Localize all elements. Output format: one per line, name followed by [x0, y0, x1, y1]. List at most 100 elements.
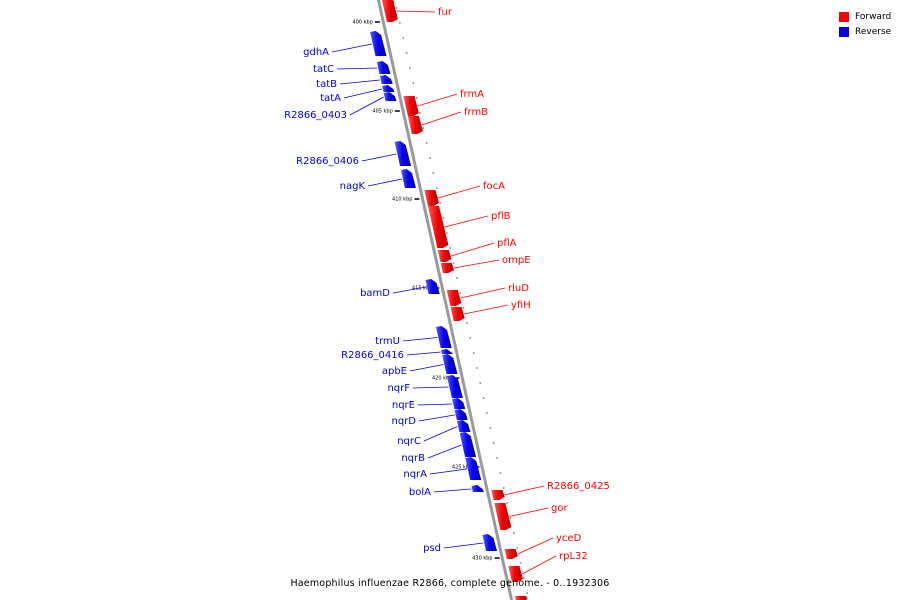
gene-label-tatC[interactable]: tatC	[313, 64, 334, 75]
gene-arrow[interactable]	[403, 96, 419, 116]
gene-arrow[interactable]	[424, 190, 440, 206]
gene-arrow[interactable]	[394, 141, 412, 166]
gene-arrow[interactable]	[454, 409, 468, 420]
gene-arrow[interactable]	[494, 503, 512, 530]
gene-arrow[interactable]	[482, 534, 498, 551]
gene-label-rpL32[interactable]: rpL32	[559, 551, 588, 562]
gene-arrow[interactable]	[440, 263, 454, 273]
gene-block-nqrE[interactable]	[452, 398, 466, 409]
gene-arrow[interactable]	[504, 549, 518, 559]
gene-block-R2866_0425[interactable]	[491, 490, 505, 500]
gene-block-pflB[interactable]	[428, 206, 449, 248]
gene-label-gdhA[interactable]: gdhA	[303, 47, 329, 58]
gene-label-tatB[interactable]: tatB	[316, 79, 337, 90]
gene-label-trmU[interactable]: trmU	[375, 336, 400, 347]
gene-arrow[interactable]	[459, 432, 477, 457]
gene-block-nqrB[interactable]	[459, 432, 477, 457]
gene-arrow[interactable]	[400, 169, 416, 188]
gene-block-R2866_0406[interactable]	[394, 141, 412, 166]
gene-label-pflB[interactable]: pflB	[491, 211, 511, 222]
gene-label-focA[interactable]: focA	[483, 181, 505, 192]
gene-block-nqrA[interactable]	[465, 457, 482, 480]
gene-label-ompE[interactable]: ompE	[502, 255, 531, 266]
gene-label-R2866_0403[interactable]: R2866_0403	[284, 110, 347, 121]
gene-block-psd[interactable]	[482, 534, 498, 551]
gene-label-nqrA[interactable]: nqrA	[403, 469, 427, 480]
gene-arrow[interactable]	[370, 31, 387, 56]
gene-label-pflA[interactable]: pflA	[497, 238, 517, 249]
gene-block-trmU[interactable]	[436, 326, 452, 348]
leader-line	[361, 153, 397, 162]
gene-block-nqrC[interactable]	[457, 420, 471, 432]
gene-arrow[interactable]	[446, 375, 463, 398]
gene-block-bolA[interactable]	[471, 485, 484, 492]
gene-arrow[interactable]	[508, 566, 523, 582]
gene-arrow[interactable]	[382, 85, 395, 92]
gene-label-R2866_0406[interactable]: R2866_0406	[296, 156, 359, 167]
gene-arrow[interactable]	[379, 75, 393, 84]
gene-block-nagK[interactable]	[400, 169, 416, 188]
gene-arrow[interactable]	[382, 0, 398, 22]
gene-block-nqrF[interactable]	[446, 375, 463, 398]
gene-arrow[interactable]	[452, 398, 466, 409]
gene-block-forward[interactable]	[515, 596, 528, 600]
gene-label-rluD[interactable]: rluD	[508, 283, 529, 294]
gene-label-tatA[interactable]: tatA	[320, 93, 341, 104]
gene-arrow[interactable]	[471, 485, 484, 492]
gene-block-frmB[interactable]	[407, 116, 423, 134]
gene-label-yfiH[interactable]: yfiH	[511, 300, 531, 311]
gene-label-bolA[interactable]: bolA	[409, 487, 431, 498]
gene-arrow[interactable]	[457, 420, 471, 432]
gene-label-frmB[interactable]: frmB	[464, 107, 488, 118]
gene-block-tatA[interactable]	[382, 85, 395, 92]
gene-block-gor[interactable]	[494, 503, 512, 530]
gene-arrow[interactable]	[407, 116, 423, 134]
gene-label-R2866_0425[interactable]: R2866_0425	[547, 481, 610, 492]
gene-arrow[interactable]	[446, 290, 462, 306]
gene-arrow[interactable]	[450, 307, 465, 321]
gene-arrow[interactable]	[442, 354, 458, 374]
gene-label-apbE[interactable]: apbE	[382, 366, 407, 377]
gene-label-R2866_0416[interactable]: R2866_0416	[341, 350, 404, 361]
gene-label-nqrD[interactable]: nqrD	[392, 416, 417, 427]
gene-arrow[interactable]	[465, 457, 482, 480]
gene-arrow[interactable]	[383, 92, 397, 101]
gene-label-nqrE[interactable]: nqrE	[392, 400, 415, 411]
gene-block-frmA[interactable]	[403, 96, 419, 116]
gene-block-rpL32[interactable]	[508, 566, 523, 582]
gene-arrow[interactable]	[376, 61, 391, 74]
gene-block-yfiH[interactable]	[450, 307, 465, 321]
gene-label-nagK[interactable]: nagK	[340, 181, 366, 192]
gene-label-yceD[interactable]: yceD	[556, 533, 582, 544]
gene-label-psd[interactable]: psd	[423, 543, 441, 554]
gene-block-apbE[interactable]	[442, 354, 458, 374]
gene-arrow[interactable]	[436, 326, 452, 348]
gene-label-fur[interactable]: fur	[438, 7, 453, 18]
gene-arrow[interactable]	[441, 349, 454, 354]
gene-arrow[interactable]	[515, 596, 528, 600]
gene-arrow[interactable]	[437, 250, 452, 262]
gene-label-frmA[interactable]: frmA	[460, 89, 484, 100]
gene-block-fur[interactable]	[382, 0, 398, 22]
gene-label-bamD[interactable]: bamD	[360, 288, 390, 299]
gene-arrow[interactable]	[425, 279, 440, 294]
leader-line	[396, 10, 436, 13]
gene-block-nqrD[interactable]	[454, 409, 468, 420]
gene-label-nqrC[interactable]: nqrC	[397, 436, 421, 447]
gene-arrow[interactable]	[491, 490, 505, 500]
gene-block-R2866_0403[interactable]	[383, 92, 397, 101]
gene-label-nqrB[interactable]: nqrB	[401, 453, 425, 464]
gene-block-focA[interactable]	[424, 190, 440, 206]
gene-block-pflA[interactable]	[437, 250, 452, 262]
gene-block-rluD[interactable]	[446, 290, 462, 306]
gene-block-tatB[interactable]	[379, 75, 393, 84]
gene-block-bamD[interactable]	[425, 279, 440, 294]
gene-block-R2866_0416[interactable]	[441, 349, 454, 354]
gene-block-tatC[interactable]	[376, 61, 391, 74]
gene-arrow[interactable]	[428, 206, 449, 248]
gene-label-gor[interactable]: gor	[551, 503, 568, 514]
gene-block-ompE[interactable]	[440, 263, 454, 273]
gene-block-gdhA[interactable]	[370, 31, 387, 56]
gene-block-yceD[interactable]	[504, 549, 518, 559]
gene-label-nqrF[interactable]: nqrF	[387, 383, 410, 394]
